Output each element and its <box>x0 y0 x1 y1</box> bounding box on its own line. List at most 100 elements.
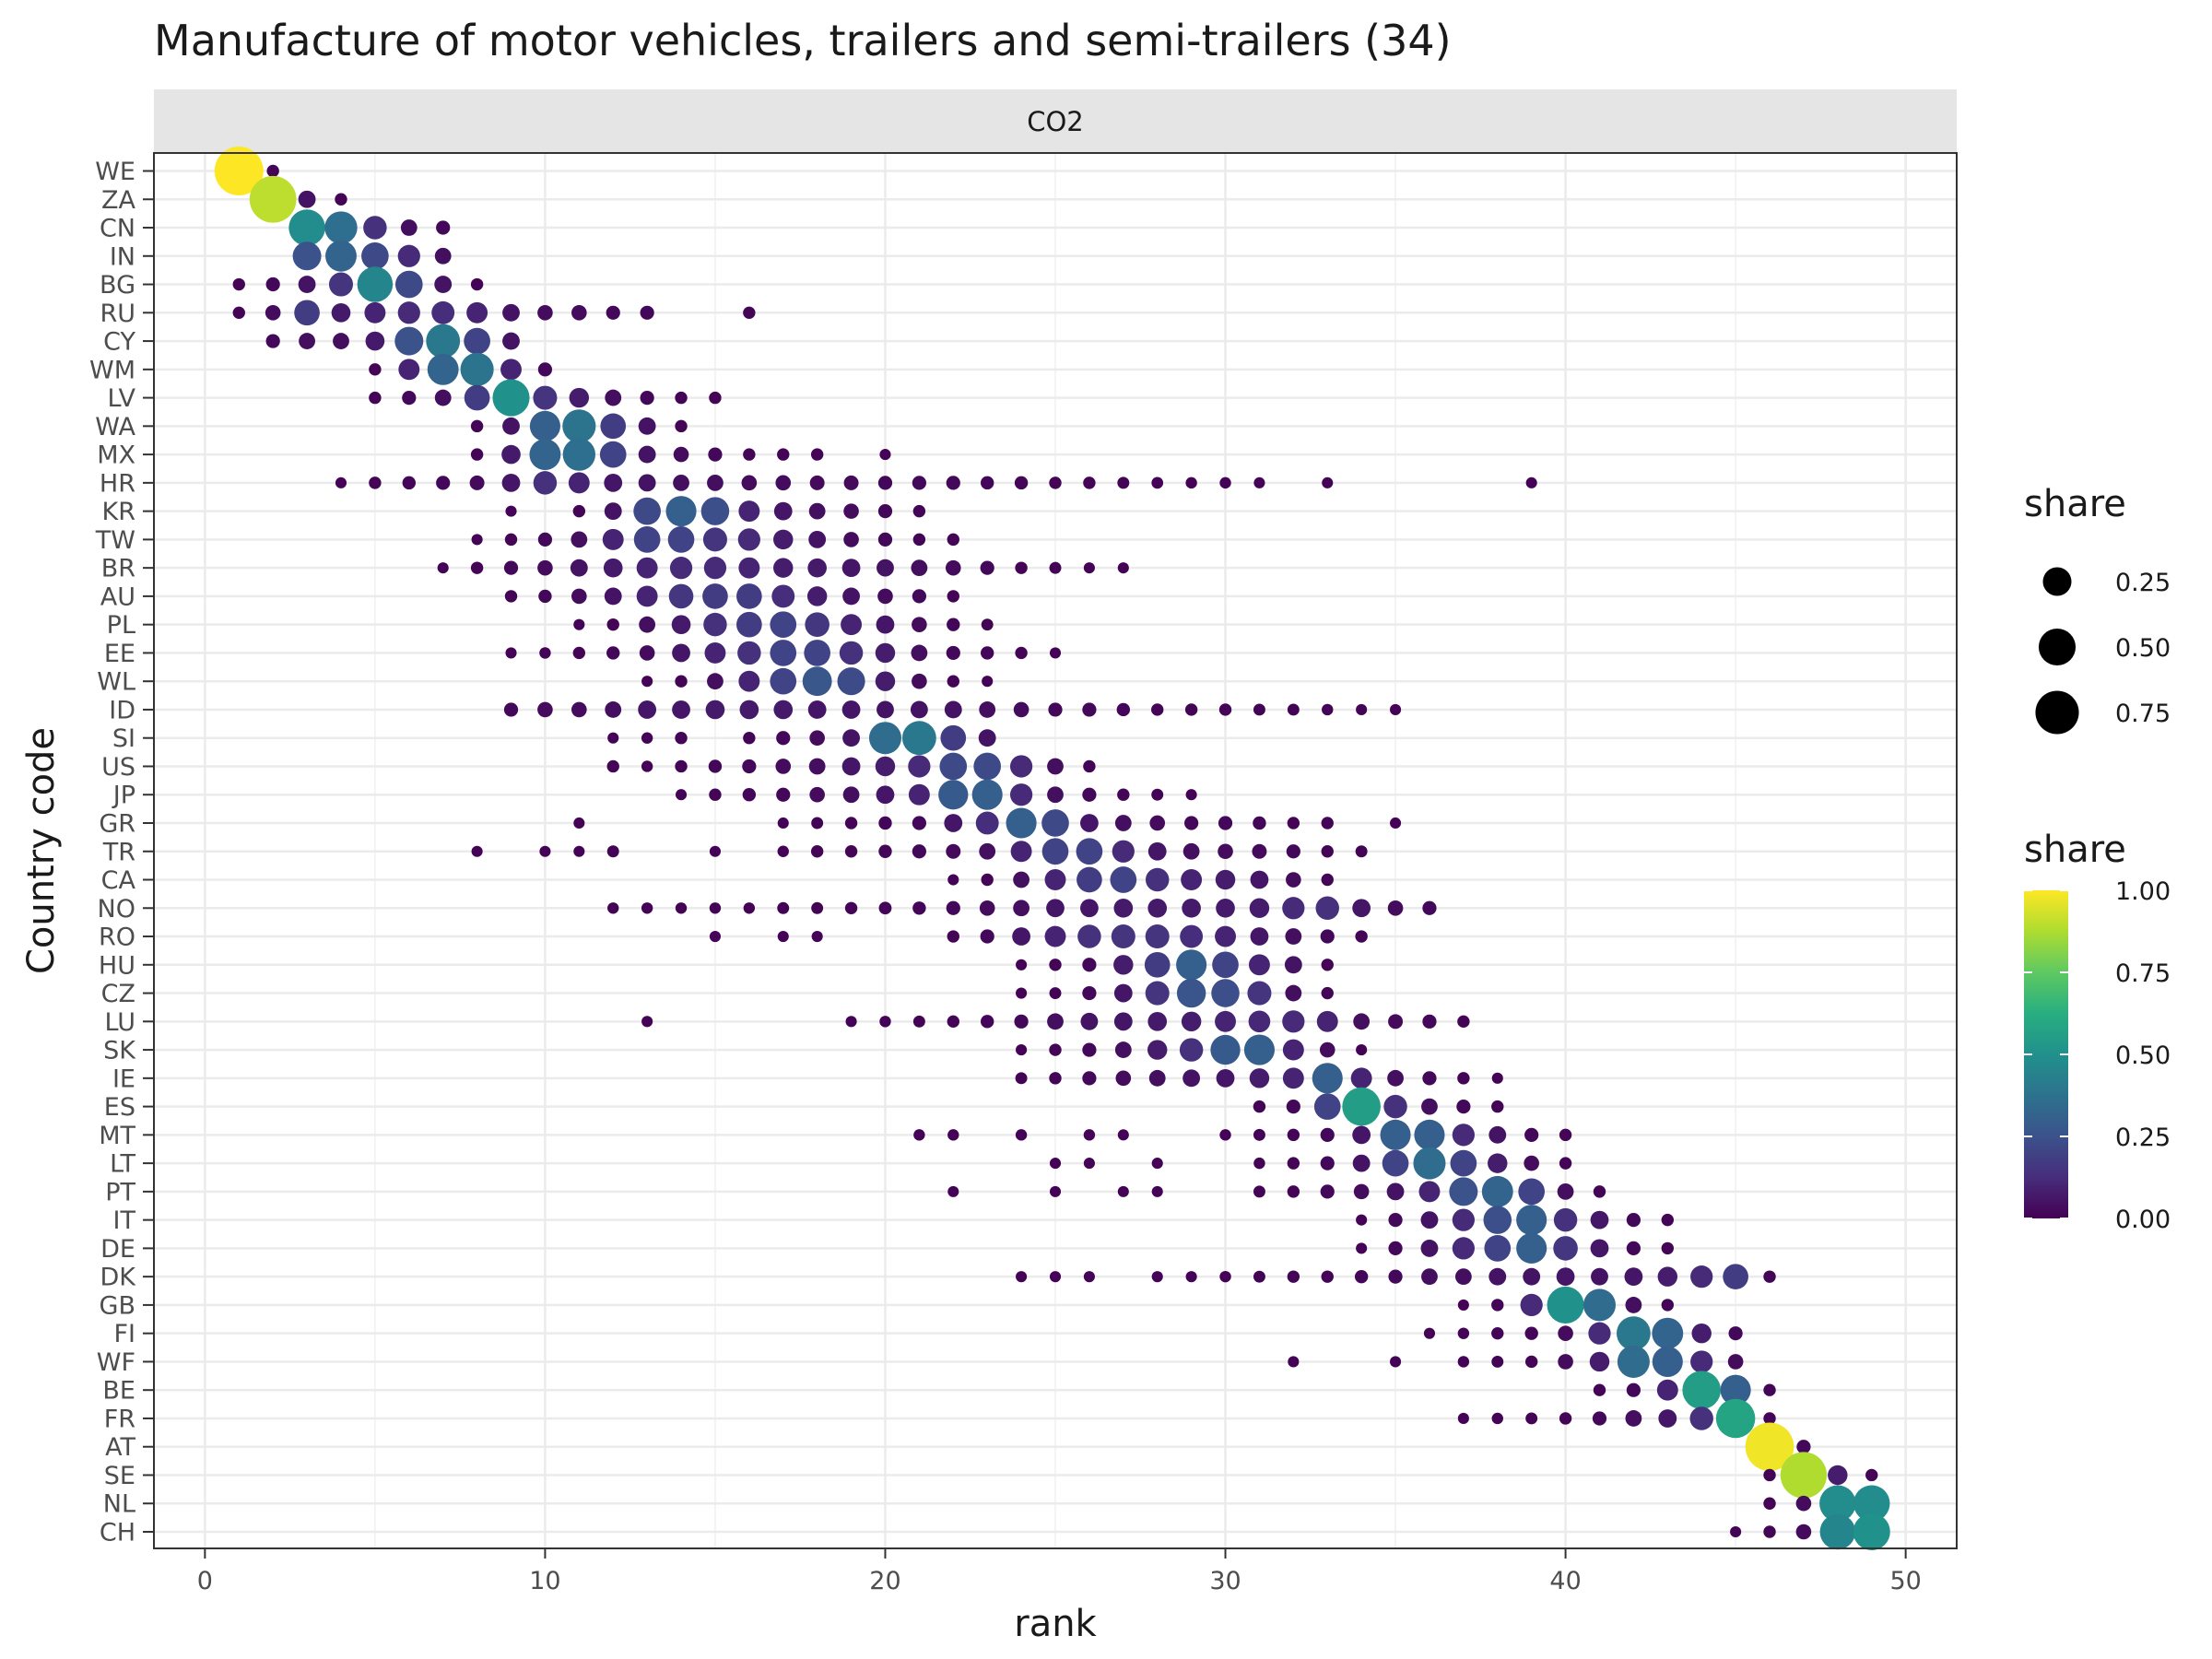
bubble-tw <box>877 532 893 547</box>
bubble-tw <box>602 528 624 550</box>
bubble-fr <box>1525 1412 1538 1425</box>
bubble-cy <box>426 324 461 359</box>
bubble-fr <box>1592 1411 1607 1426</box>
bubble-id <box>979 701 996 718</box>
bubble-sk <box>1356 1044 1368 1056</box>
bubble-wl <box>982 676 994 688</box>
bubble-pt <box>1518 1178 1546 1206</box>
bubble-gr <box>1006 807 1037 839</box>
bubble-kr <box>877 504 893 519</box>
bubble-ch <box>1795 1524 1812 1540</box>
bubble-us <box>1047 758 1064 775</box>
bubble-ru <box>537 304 553 321</box>
bubble-hr <box>1253 477 1265 488</box>
bubble-ru <box>397 301 420 324</box>
bubble-cn <box>288 209 325 246</box>
y-tick-label: US <box>101 753 135 782</box>
bubble-pl <box>805 612 830 637</box>
bubble-dk <box>1016 1271 1028 1283</box>
bubble-be <box>1682 1371 1722 1410</box>
bubble-lt <box>1488 1153 1508 1173</box>
bubble-tw <box>702 527 727 552</box>
bubble-tr <box>1218 843 1233 860</box>
bubble-no <box>1352 899 1371 918</box>
y-tick-label: ID <box>109 696 135 724</box>
bubble-no <box>1080 899 1099 918</box>
y-tick-label: GB <box>100 1291 135 1320</box>
bubble-tw <box>571 531 588 548</box>
bubble-mt <box>1488 1125 1507 1144</box>
bubble-mx <box>638 445 656 464</box>
y-tick-label: AT <box>105 1433 135 1462</box>
bubble-hr <box>1117 477 1130 489</box>
bubble-no <box>1013 900 1030 917</box>
y-tick-label: HU <box>99 951 135 980</box>
bubble-ro <box>1111 924 1135 949</box>
bubble-au <box>538 589 552 604</box>
bubble-pt <box>1151 1185 1163 1197</box>
bubble-id <box>877 700 894 719</box>
bubble-se <box>1780 1452 1828 1499</box>
bubble-us <box>875 756 896 777</box>
bubble-pl <box>947 618 960 631</box>
bubble-mt <box>947 1129 959 1141</box>
bubble-no <box>641 902 653 914</box>
bubble-id <box>739 700 759 720</box>
bubble-mx <box>743 448 756 461</box>
bubble-kr <box>738 500 760 523</box>
y-tick-label: CH <box>100 1519 135 1547</box>
bubble-ie <box>1312 1063 1343 1094</box>
bubble-cn <box>436 220 451 235</box>
color-legend: share 1.00 0.75 0.50 0.25 0.00 <box>2024 829 2171 1234</box>
bubble-jp <box>776 787 791 802</box>
bubble-in <box>361 241 389 270</box>
bubble-gr <box>944 814 963 832</box>
bubble-ee <box>704 641 726 664</box>
bubble-au <box>668 583 694 609</box>
bubble-si <box>940 724 967 751</box>
y-tick-label: PL <box>107 611 135 640</box>
bubble-hu <box>1113 955 1134 975</box>
bubble-si <box>776 731 791 746</box>
bubble-au <box>571 588 587 605</box>
bubble-lu <box>1353 1013 1371 1030</box>
bubble-us <box>641 760 653 772</box>
bubble-ro <box>1355 930 1368 943</box>
y-tick-label: TR <box>102 838 135 866</box>
bubble-id <box>571 701 587 718</box>
bubble-au <box>912 589 926 604</box>
bubble-pt <box>1049 1185 1062 1197</box>
bubble-id <box>910 700 928 719</box>
bubble-kr <box>843 503 859 519</box>
bubble-pt <box>1449 1177 1478 1206</box>
bubble-wf <box>1690 1350 1713 1373</box>
bubble-no <box>878 901 892 915</box>
bubble-ee <box>672 643 690 663</box>
bubble-de <box>1590 1239 1609 1258</box>
bubble-ro <box>947 930 959 943</box>
bubble-lv <box>640 390 654 406</box>
color-legend-label: 0.50 <box>2115 1041 2171 1070</box>
bubble-id <box>1184 703 1198 716</box>
bubble-au <box>842 587 860 606</box>
bubble-fr <box>1625 1410 1642 1427</box>
bubble-br <box>877 559 894 577</box>
y-tick-label: ES <box>104 1093 135 1122</box>
bubble-lv <box>605 389 622 406</box>
y-tick-label: DK <box>100 1264 137 1292</box>
bubble-br <box>1049 561 1062 574</box>
bubble-fi <box>1691 1323 1712 1344</box>
bubble-sk <box>1049 1043 1062 1056</box>
bubble-fr <box>1715 1398 1756 1439</box>
bubble-ru <box>571 304 587 321</box>
bubble-no <box>1422 900 1437 915</box>
bubble-wf <box>1589 1351 1610 1372</box>
bubble-ca <box>947 874 959 886</box>
bubble-lv <box>675 391 688 405</box>
bubble-ee <box>980 646 994 660</box>
bubble-de <box>1661 1241 1675 1255</box>
bubble-id <box>672 700 690 719</box>
bubble-no <box>979 900 995 916</box>
bubble-wf <box>1390 1356 1402 1368</box>
bubble-wl <box>675 675 688 688</box>
